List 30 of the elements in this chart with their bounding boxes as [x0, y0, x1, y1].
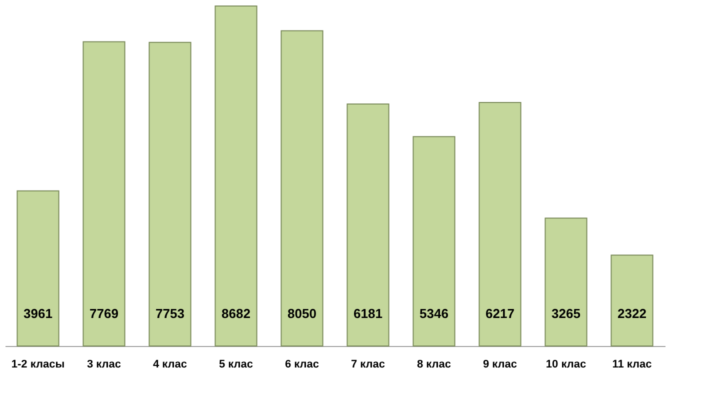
data-label: 3961: [24, 306, 52, 321]
data-label: 3265: [552, 306, 580, 321]
data-label: 5346: [420, 306, 448, 321]
bar: [346, 103, 390, 346]
data-label: 6181: [354, 306, 382, 321]
x-tick-label: 7 клас: [350, 358, 386, 370]
bar: [478, 102, 522, 346]
bar: [16, 190, 60, 346]
data-label: 7753: [156, 306, 184, 321]
x-tick-label: 10 клас: [546, 358, 586, 370]
data-label: 8050: [288, 306, 316, 321]
data-label: 2322: [618, 306, 646, 321]
bar: [610, 254, 654, 346]
x-tick-label: 6 клас: [284, 358, 320, 370]
bar: [280, 30, 324, 346]
bar: [214, 6, 258, 346]
data-label: 8682: [222, 306, 250, 321]
x-tick-label: 9 клас: [482, 358, 518, 370]
x-tick-label: 4 клас: [152, 358, 188, 370]
bar: [544, 218, 588, 346]
x-tick-label: 11 клас: [612, 358, 652, 370]
data-label: 7769: [90, 306, 118, 321]
x-tick-label: 5 клас: [218, 358, 254, 370]
x-tick-label: 8 клас: [416, 358, 452, 370]
x-tick-label: 3 клас: [86, 358, 122, 370]
x-tick-label: 1-2 класы: [11, 358, 65, 370]
bar: [82, 41, 126, 346]
data-label: 6217: [486, 306, 514, 321]
bar: [148, 42, 192, 346]
bar: [412, 136, 456, 346]
